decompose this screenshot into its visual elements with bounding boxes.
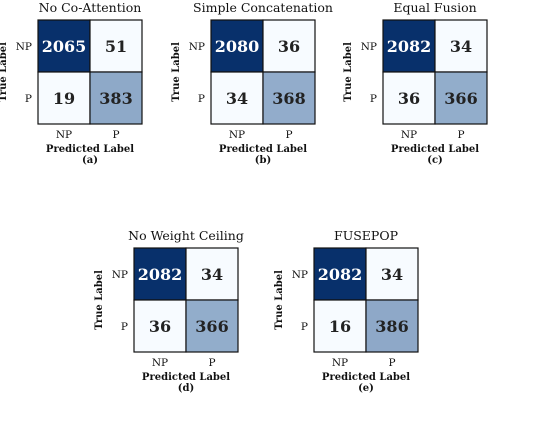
y-axis-label: True Label (274, 270, 285, 330)
cell-value-label: 36 (149, 317, 171, 336)
panel-title: No Co-Attention (39, 0, 142, 15)
y-tick-label: P (370, 93, 377, 105)
cell-value-label: 34 (450, 37, 472, 56)
y-tick-label: NP (361, 41, 377, 53)
cell-value-label: 368 (272, 89, 305, 108)
cell-value-label: 16 (329, 317, 351, 336)
x-tick-label: P (388, 357, 395, 369)
heatmap-cell (434, 19, 488, 73)
cell-value-label: 386 (375, 317, 408, 336)
panel-caption: (c) (427, 155, 443, 166)
panel-title: Equal Fusion (393, 0, 476, 15)
panel-caption: (b) (255, 155, 271, 166)
x-tick-label: NP (332, 357, 348, 369)
x-tick-label: NP (56, 129, 72, 141)
x-tick-label: P (457, 129, 464, 141)
cell-value-label: 19 (53, 89, 75, 108)
y-tick-label: P (25, 93, 32, 105)
y-tick-label: NP (189, 41, 205, 53)
heatmap-cell (313, 247, 367, 301)
cell-value-label: 2065 (42, 37, 87, 56)
y-tick-label: P (301, 321, 308, 333)
x-tick-label: P (208, 357, 215, 369)
cell-value-label: 2082 (387, 37, 432, 56)
cell-value-label: 34 (201, 265, 223, 284)
y-tick-label: NP (16, 41, 32, 53)
cell-value-label: 2082 (138, 265, 183, 284)
y-tick-label: P (121, 321, 128, 333)
cell-value-label: 34 (226, 89, 248, 108)
x-tick-label: P (285, 129, 292, 141)
heatmap-cell (89, 19, 143, 73)
panel-caption: (e) (358, 383, 374, 394)
panel-title: FUSEPOP (334, 228, 398, 243)
x-axis-label: Predicted Label (391, 144, 479, 155)
heatmap-cell (365, 247, 419, 301)
heatmap-cell (37, 71, 91, 125)
x-tick-label: P (112, 129, 119, 141)
x-axis-label: Predicted Label (46, 144, 134, 155)
cell-value-label: 36 (278, 37, 300, 56)
panel-title: Simple Concatenation (193, 0, 333, 15)
cell-value-label: 2080 (215, 37, 260, 56)
panel-title: No Weight Ceiling (128, 228, 244, 243)
heatmap-cell (434, 71, 488, 125)
x-tick-label: NP (229, 129, 245, 141)
panel-caption: (d) (178, 383, 194, 394)
heatmap-cell (185, 299, 239, 353)
heatmap-cell (89, 71, 143, 125)
panel-caption: (a) (82, 155, 98, 166)
cell-value-label: 366 (444, 89, 477, 108)
x-axis-label: Predicted Label (142, 372, 230, 383)
y-tick-label: P (198, 93, 205, 105)
y-tick-label: NP (112, 269, 128, 281)
heatmap-cell (210, 71, 264, 125)
heatmap-cell (185, 247, 239, 301)
cell-value-label: 51 (105, 37, 127, 56)
y-axis-label: True Label (343, 42, 354, 102)
x-tick-label: NP (401, 129, 417, 141)
y-axis-label: True Label (171, 42, 182, 102)
x-axis-label: Predicted Label (322, 372, 410, 383)
cell-value-label: 34 (381, 265, 403, 284)
x-axis-label: Predicted Label (219, 144, 307, 155)
cell-value-label: 2082 (318, 265, 363, 284)
x-tick-label: NP (152, 357, 168, 369)
heatmap-cell (262, 71, 316, 125)
cell-value-label: 366 (195, 317, 228, 336)
heatmap-cell (37, 19, 91, 73)
cell-value-label: 36 (398, 89, 420, 108)
y-axis-label: True Label (0, 42, 9, 102)
y-tick-label: NP (292, 269, 308, 281)
cell-value-label: 383 (99, 89, 132, 108)
heatmap-cell (365, 299, 419, 353)
heatmap-cell (262, 19, 316, 73)
heatmap-cell (313, 299, 367, 353)
y-axis-label: True Label (94, 270, 105, 330)
